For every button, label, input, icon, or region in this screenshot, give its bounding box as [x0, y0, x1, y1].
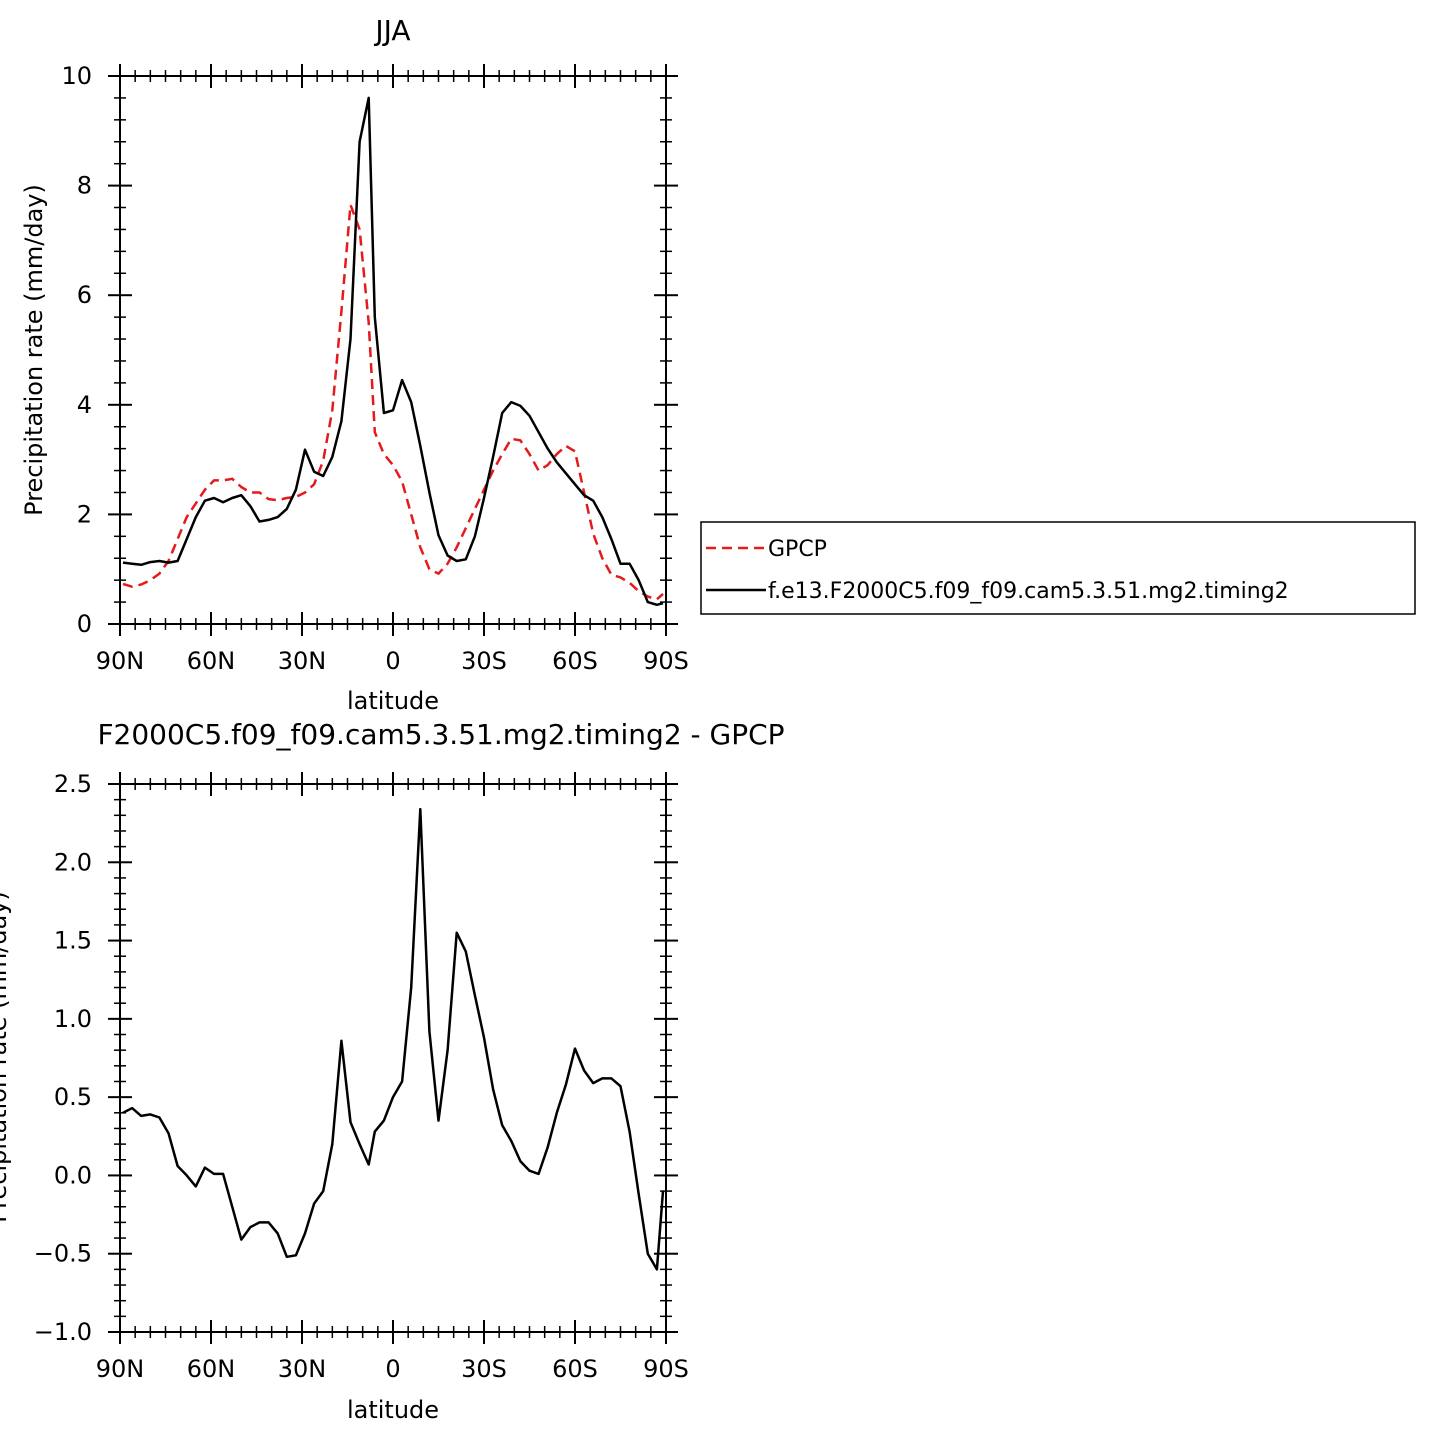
y-tick-label: 10 [61, 62, 92, 90]
series-lines [122, 807, 665, 1271]
x-tick-label: 0 [385, 647, 400, 675]
x-tick-label: 90S [643, 647, 689, 675]
x-tick-label: 90N [96, 647, 145, 675]
x-axis-title: latitude [347, 1396, 439, 1424]
y-tick-label: 0.5 [54, 1083, 92, 1111]
x-tick-label: 90S [643, 1355, 689, 1383]
plot-frame [119, 75, 667, 625]
x-tick-label: 60N [187, 647, 236, 675]
y-tick-label: 4 [77, 391, 92, 419]
y-tick-label: 6 [77, 281, 92, 309]
legend-label-gpcp: GPCP [768, 537, 827, 562]
panel-bottom-difference: F2000C5.f09_f09.cam5.3.51.mg2.timing2 - … [0, 718, 785, 1424]
y-tick-label: 2.0 [54, 848, 92, 876]
series-line-difference [122, 807, 665, 1271]
series-lines [122, 96, 664, 607]
x-tick-labels: 90N 60N 30N 0 30S 60S 90S [96, 647, 689, 675]
x-tick-label: 30S [461, 647, 507, 675]
x-tick-label: 30N [278, 1355, 327, 1383]
y-tick-label: 0.0 [54, 1161, 92, 1189]
x-tick-label: 90N [96, 1355, 145, 1383]
x-tick-label: 60S [552, 1355, 598, 1383]
x-tick-labels: 90N 60N 30N 0 30S 60S 90S [96, 1355, 689, 1383]
x-axis-title: latitude [347, 687, 439, 715]
tick-marks [108, 64, 678, 636]
y-tick-label: 8 [77, 172, 92, 200]
panel-top-zonal-mean: JJA Precipitation rate (mm/day) latitude… [20, 14, 689, 715]
panel-title: JJA [373, 14, 410, 47]
plot-frame [119, 783, 667, 1333]
y-tick-label: 0 [77, 610, 92, 638]
y-tick-label: −1.0 [34, 1318, 92, 1346]
y-tick-labels: 0 2 4 6 8 10 [61, 62, 92, 638]
x-tick-label: 30S [461, 1355, 507, 1383]
y-tick-labels: −1.0 −0.5 0.0 0.5 1.0 1.5 2.0 2.5 [34, 770, 92, 1346]
x-tick-label: 60S [552, 647, 598, 675]
y-tick-label: 2 [77, 500, 92, 528]
y-tick-label: 2.5 [54, 770, 92, 798]
y-tick-label: 1.0 [54, 1005, 92, 1033]
legend-box [700, 521, 1416, 615]
y-axis-title: Precipitation rate (mm/day) [20, 184, 48, 516]
series-line-model [122, 96, 664, 607]
y-tick-label: 1.5 [54, 927, 92, 955]
series-line-gpcp [122, 203, 664, 601]
panel-title: F2000C5.f09_f09.cam5.3.51.mg2.timing2 - … [97, 718, 784, 751]
tick-marks [108, 772, 678, 1344]
x-tick-label: 0 [385, 1355, 400, 1383]
legend-label-model: f.e13.F2000C5.f09_f09.cam5.3.51.mg2.timi… [768, 579, 1289, 604]
y-tick-label: −0.5 [34, 1240, 92, 1268]
x-tick-label: 30N [278, 647, 327, 675]
legend: GPCP f.e13.F2000C5.f09_f09.cam5.3.51.mg2… [700, 521, 1416, 615]
y-axis-title: Precipitation rate (mm/day) [0, 891, 12, 1223]
x-tick-label: 60N [187, 1355, 236, 1383]
